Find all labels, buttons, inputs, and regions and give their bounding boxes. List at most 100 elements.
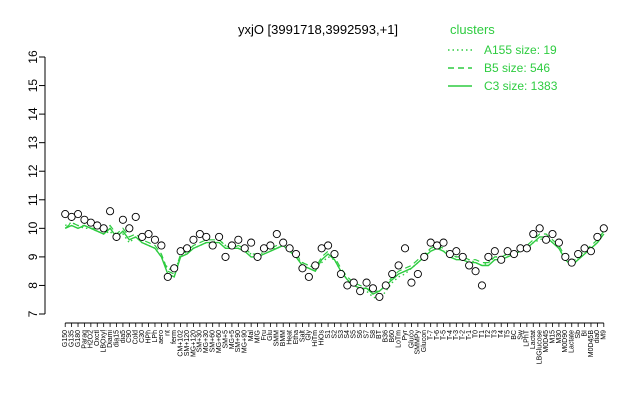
x-tick-label: SM+90 [235, 330, 242, 352]
data-point [324, 241, 333, 250]
x-tick-label: T-1 [466, 330, 473, 340]
data-point [509, 249, 519, 259]
x-tick-label: B36 [383, 330, 390, 343]
x-tick-label: M0D90 [562, 330, 569, 353]
data-point [497, 255, 506, 264]
y-tick-label: 7 [26, 310, 40, 317]
data-point [182, 244, 192, 253]
x-tick-label: C30 [139, 330, 146, 343]
data-point [163, 272, 172, 281]
x-tick-label: LPh [152, 330, 159, 343]
data-point [99, 224, 108, 233]
x-tick-label: T-7 [428, 330, 435, 340]
y-tick-label: 8 [26, 282, 40, 289]
x-tick-label: S7 [363, 330, 370, 339]
data-point [170, 264, 179, 273]
data-point [561, 252, 570, 261]
x-tick-label: LBOxyl [101, 330, 108, 353]
x-tick-label: H2O2 [88, 330, 95, 348]
data-point [394, 261, 403, 270]
x-tick-label: SM+60 [210, 330, 217, 352]
x-tick-label: Lactate [569, 330, 576, 353]
data-point [375, 292, 384, 301]
x-tick-label: SM+120 [184, 330, 191, 356]
data-point [215, 232, 224, 241]
data-point [150, 235, 160, 244]
x-tick-label: C90 [126, 330, 133, 343]
x-tick-label: LoTm [395, 330, 402, 348]
x-tick-label: SM+30 [197, 330, 204, 352]
data-point [131, 212, 140, 221]
y-tick-label: 9 [26, 253, 40, 260]
x-tick-label: ferm [171, 330, 178, 344]
x-tick-label: Paraq [81, 330, 88, 349]
x-tick-label: MG+60 [216, 330, 223, 353]
data-point [490, 247, 499, 256]
x-tick-label: Gly [306, 330, 313, 341]
x-tick-label: M0D45B [588, 330, 595, 358]
data-point [112, 232, 121, 241]
data-point [574, 249, 583, 259]
x-tick-label: Glucon [421, 330, 428, 352]
x-tick-label: MG+120 [190, 330, 197, 357]
data-point [452, 247, 461, 256]
x-tick-label: SMM [274, 330, 281, 347]
x-tick-label: S5 [351, 330, 358, 339]
x-tick-label: Fru [261, 330, 268, 341]
x-tick-label: T5 [504, 330, 511, 338]
data-point [484, 252, 493, 261]
data-point [400, 244, 410, 253]
x-tick-label: LBGlucose [537, 330, 544, 364]
data-point [535, 224, 544, 233]
data-point [413, 269, 422, 279]
x-tick-label: T-6 [434, 330, 441, 340]
x-tick-label: Pyr [402, 329, 409, 340]
data-point [407, 278, 416, 287]
data-point [266, 241, 275, 250]
data-point [189, 235, 198, 244]
data-point [279, 238, 288, 247]
legend-label: A155 size: 19 [484, 43, 557, 57]
legend-label: C3 size: 1383 [484, 79, 558, 93]
x-tick-label: MG+5 [229, 330, 236, 349]
x-tick-label: T3 [492, 330, 499, 338]
x-tick-label: Sb [575, 330, 582, 339]
x-tick-label: G135 [68, 330, 75, 347]
x-tick-label: S4 [344, 330, 351, 339]
x-tick-label: B60 [389, 330, 396, 343]
x-tick-label: Glu [267, 330, 274, 341]
x-tick-label: M/G [254, 330, 261, 343]
x-tick-label: Mal [248, 330, 255, 342]
data-point [336, 269, 345, 279]
data-point [144, 229, 153, 239]
x-tick-label: BC [511, 330, 518, 340]
legend-label: B5 size: 546 [484, 61, 550, 75]
x-tick-label: Etha [293, 330, 300, 345]
data-point [368, 284, 378, 293]
x-tick-label: M15 [549, 330, 556, 344]
data-point [458, 252, 467, 261]
y-tick-label: 13 [26, 136, 40, 150]
x-tick-label: CM+102 [177, 330, 184, 357]
x-tick-label: S1 [325, 330, 332, 339]
x-tick-label: Gluco [408, 330, 415, 348]
x-tick-label: Heat [286, 330, 293, 345]
y-tick-label: 15 [26, 79, 40, 93]
x-tick-label: T-3 [453, 330, 460, 340]
data-point [221, 252, 230, 261]
x-tick-label: BMM [280, 330, 287, 347]
data-point [471, 267, 480, 276]
x-tick-label: dia15 [113, 330, 120, 347]
data-point [291, 249, 301, 259]
x-tick-label: Lactat [530, 330, 537, 349]
legend: clusters A155 size: 19 B5 size: 546 C3 siz… [448, 22, 558, 93]
y-tick-label: 12 [26, 164, 40, 178]
x-tick-label: BI [581, 330, 588, 337]
data-point [118, 215, 127, 224]
x-tick-label: S8 [370, 330, 377, 339]
x-tick-label: T0 [472, 330, 479, 338]
x-tick-label: S2 [331, 330, 338, 339]
data-point [272, 229, 281, 239]
